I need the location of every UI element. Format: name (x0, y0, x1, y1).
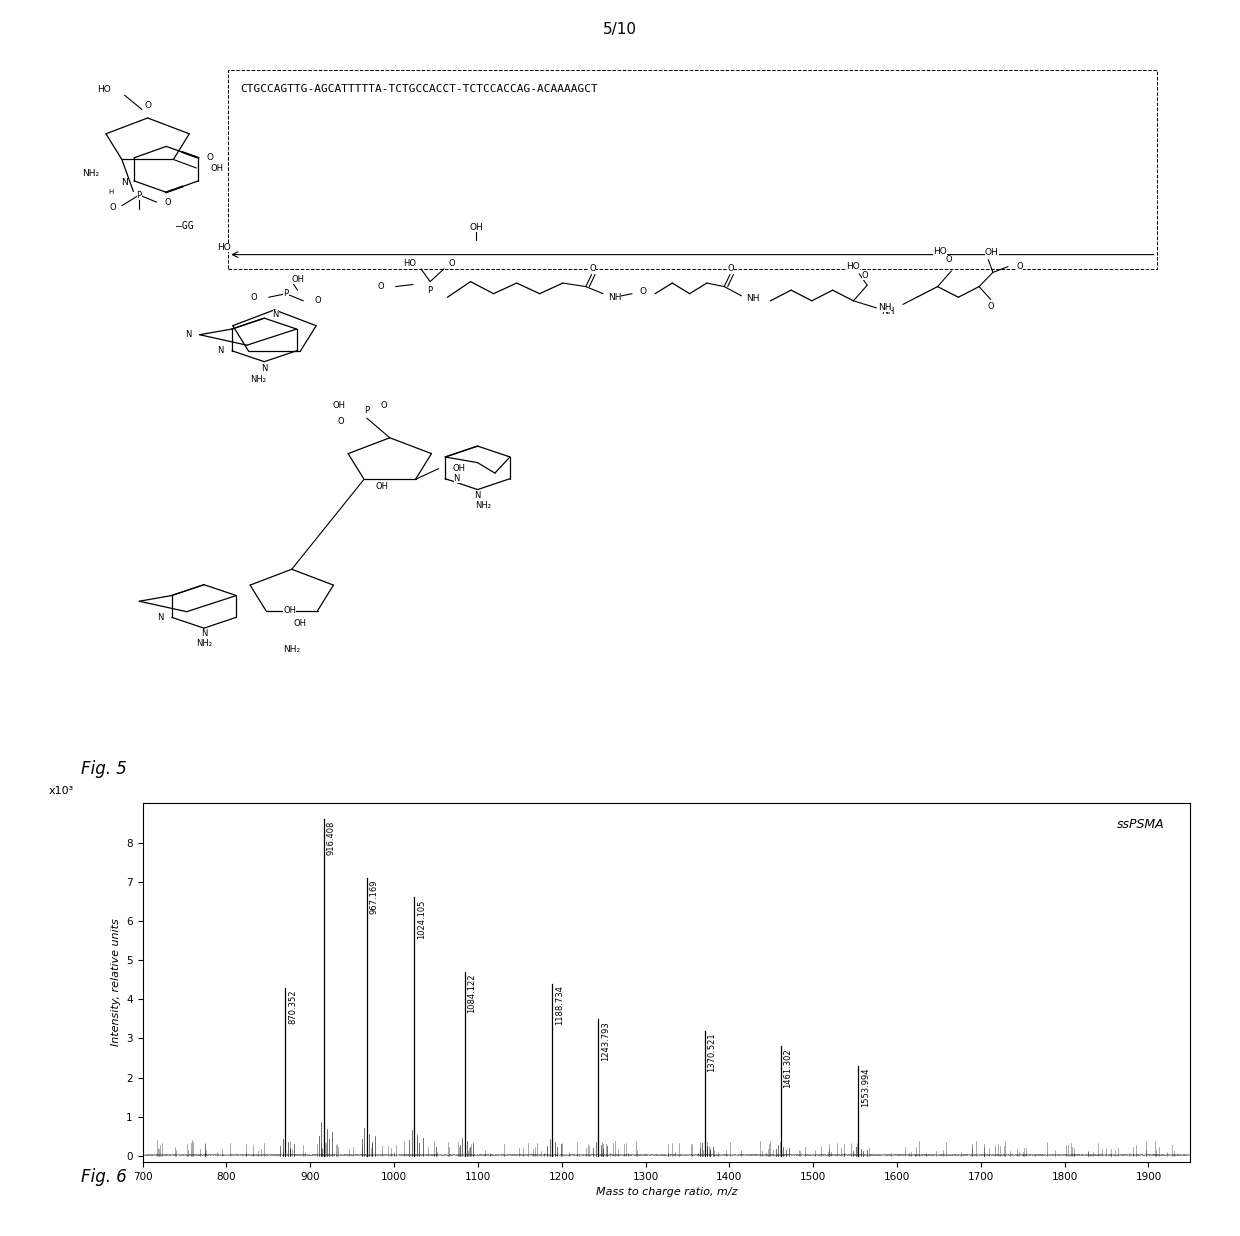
Text: N: N (454, 475, 460, 483)
Text: x10³: x10³ (48, 786, 73, 796)
Text: NH₂: NH₂ (250, 375, 267, 384)
Text: HO: HO (217, 243, 231, 252)
Text: O: O (640, 287, 647, 297)
Text: O: O (377, 282, 384, 292)
Text: O: O (728, 265, 734, 273)
Text: O: O (862, 272, 868, 281)
Text: NH₂: NH₂ (475, 501, 491, 509)
Text: N: N (217, 346, 223, 355)
Text: N: N (262, 365, 268, 373)
Text: 1461.302: 1461.302 (784, 1048, 792, 1088)
Text: 1243.793: 1243.793 (601, 1021, 610, 1060)
Text: NH₂: NH₂ (196, 639, 212, 649)
Text: P: P (428, 286, 433, 294)
Text: NH: NH (882, 307, 895, 316)
Text: H: H (108, 189, 114, 195)
Text: O: O (207, 153, 213, 162)
Text: O: O (946, 255, 952, 265)
Text: –GG: –GG (176, 221, 195, 231)
Text: CTGCCAGTTG-AGCATTTTTA-TCTGCCACCT-TCTCCACCAG-ACAAAAGCT: CTGCCAGTTG-AGCATTTTTA-TCTGCCACCT-TCTCCAC… (239, 84, 598, 94)
Text: P: P (284, 289, 289, 298)
Text: HO: HO (403, 258, 417, 268)
Y-axis label: Intensity, relative units: Intensity, relative units (110, 918, 120, 1047)
Text: NH₂: NH₂ (283, 644, 300, 654)
Text: O: O (250, 293, 257, 302)
Text: OH: OH (291, 274, 304, 284)
Text: OH: OH (294, 619, 306, 628)
Text: OH: OH (453, 465, 465, 473)
Text: N: N (157, 613, 164, 622)
Text: OH: OH (334, 400, 346, 410)
Text: NH: NH (608, 293, 621, 302)
Text: Fig. 5: Fig. 5 (81, 760, 126, 779)
Text: 967.169: 967.169 (370, 880, 378, 915)
Text: N: N (122, 178, 128, 188)
Text: N: N (273, 310, 279, 319)
Text: O: O (337, 417, 343, 426)
Text: O: O (165, 198, 171, 206)
Text: O: O (109, 203, 117, 211)
Text: 1024.105: 1024.105 (417, 900, 425, 939)
Text: Fig. 6: Fig. 6 (81, 1168, 126, 1187)
Text: NH: NH (878, 303, 892, 311)
Text: P: P (136, 190, 141, 199)
Text: O: O (449, 258, 455, 268)
Text: OH: OH (985, 248, 998, 257)
Text: HO: HO (847, 262, 861, 271)
Text: O: O (315, 297, 321, 305)
Text: N: N (475, 491, 481, 499)
Text: 5/10: 5/10 (603, 22, 637, 37)
Text: HO: HO (97, 85, 110, 94)
Text: OH: OH (376, 482, 388, 491)
Text: O: O (1016, 262, 1023, 271)
Text: HO: HO (932, 246, 947, 256)
Text: 1188.734: 1188.734 (554, 985, 564, 1026)
Text: OH: OH (470, 224, 484, 232)
Text: 1084.122: 1084.122 (467, 974, 476, 1014)
Text: OH: OH (211, 163, 223, 173)
Text: O: O (144, 100, 151, 110)
Text: OH: OH (283, 607, 296, 616)
Bar (228, 70, 1157, 269)
Text: NH: NH (746, 294, 760, 303)
X-axis label: Mass to charge ratio, m/z: Mass to charge ratio, m/z (595, 1187, 738, 1198)
Text: N: N (201, 629, 207, 638)
Text: NH₂: NH₂ (82, 169, 99, 178)
Text: P: P (365, 407, 370, 415)
Text: ssPSMA: ssPSMA (1116, 818, 1164, 831)
Text: 916.408: 916.408 (326, 821, 336, 855)
Text: 870.352: 870.352 (288, 990, 296, 1023)
Text: 1553.994: 1553.994 (861, 1068, 870, 1107)
Text: O: O (987, 302, 994, 311)
Text: 1370.521: 1370.521 (707, 1032, 717, 1072)
Text: O: O (589, 265, 596, 273)
Text: O: O (381, 400, 387, 410)
Text: N: N (185, 330, 191, 339)
